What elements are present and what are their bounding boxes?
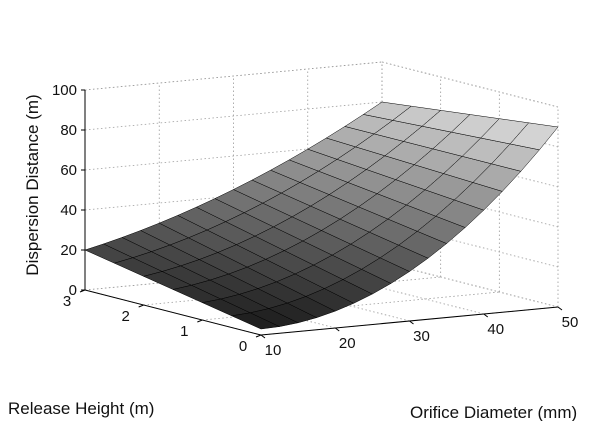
z-axis-label: Dispersion Distance (m) xyxy=(23,94,42,275)
x-tick xyxy=(334,327,340,332)
y-tick-label: 3 xyxy=(63,293,71,310)
y-tick-label: 2 xyxy=(121,308,129,325)
x-tick xyxy=(260,334,266,339)
x-tick-label: 30 xyxy=(413,328,430,345)
y-tick xyxy=(255,334,262,338)
surface-mesh xyxy=(84,101,559,330)
axes xyxy=(79,89,563,339)
box-edge xyxy=(381,61,559,108)
z-tick-label: 40 xyxy=(60,202,77,219)
y-tick xyxy=(138,304,144,308)
z-tick-label: 80 xyxy=(60,122,77,139)
box-edge xyxy=(84,61,383,91)
z-tick-label: 20 xyxy=(60,242,77,259)
x-tick-label: 50 xyxy=(562,314,579,331)
x-tick-label: 20 xyxy=(339,335,356,352)
x-tick-label: 10 xyxy=(265,342,282,359)
backwall-grid-z xyxy=(84,101,383,131)
y-tick xyxy=(197,319,203,323)
y-tick-label: 0 xyxy=(239,338,247,355)
z-tick-label: 0 xyxy=(69,282,77,299)
y-axis-line xyxy=(84,289,262,336)
floor-grid-y xyxy=(202,291,500,321)
x-tick xyxy=(557,306,563,311)
x-tick xyxy=(409,320,414,325)
z-tick-label: 60 xyxy=(60,162,77,179)
x-tick xyxy=(483,313,489,318)
sidewall-grid-z xyxy=(381,61,559,108)
z-tick-label: 100 xyxy=(52,82,77,99)
y-axis-label: Release Height (m) xyxy=(8,399,154,418)
surface-patch xyxy=(509,122,559,151)
x-tick-label: 40 xyxy=(487,321,504,338)
x-axis-label: Orifice Diameter (mm) xyxy=(410,403,577,421)
y-tick-label: 1 xyxy=(180,323,188,340)
